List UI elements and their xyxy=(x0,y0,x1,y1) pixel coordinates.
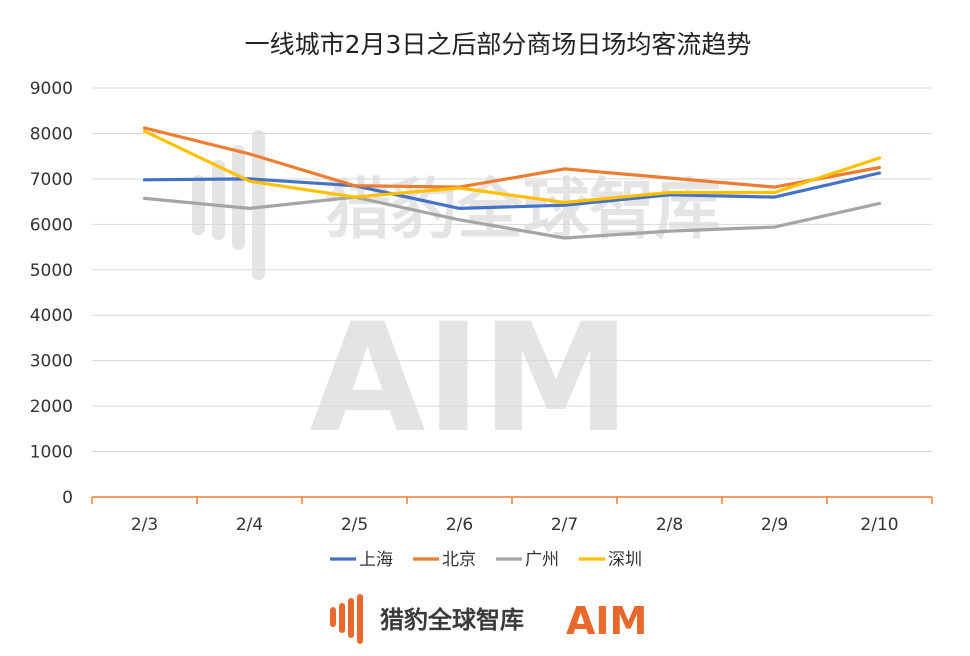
y-tick-label: 7000 xyxy=(30,170,73,190)
legend-label: 上海 xyxy=(359,550,393,570)
x-tick-label: 2/9 xyxy=(761,515,788,535)
x-tick-label: 2/5 xyxy=(341,515,368,535)
footer-logo: 猎豹全球智库 AIM xyxy=(330,594,647,644)
watermark: 猎豹全球智库 AIM xyxy=(192,130,721,466)
watermark-brand-text: 猎豹全球智库 xyxy=(325,171,721,248)
legend-label: 广州 xyxy=(525,550,559,570)
y-tick-label: 2000 xyxy=(30,397,73,417)
x-tick-label: 2/8 xyxy=(656,515,683,535)
footer-aim-text: AIM xyxy=(566,599,647,643)
y-tick-label: 5000 xyxy=(30,261,73,281)
series-lines xyxy=(142,126,882,240)
y-axis-tick-labels: 0 1000 2000 3000 4000 5000 6000 7000 8000 9000 xyxy=(30,79,73,508)
x-tick-label: 2/3 xyxy=(131,515,158,535)
legend-label: 深圳 xyxy=(608,550,642,570)
y-tick-label: 0 xyxy=(62,488,73,508)
legend-label: 北京 xyxy=(442,550,476,570)
watermark-aim-text: AIM xyxy=(309,292,630,466)
footer-brand-icon xyxy=(330,594,363,644)
legend: 上海 北京 广州 深圳 xyxy=(330,550,642,570)
y-tick-label: 6000 xyxy=(30,215,73,235)
series-line-0 xyxy=(142,171,882,210)
y-tick-label: 1000 xyxy=(30,443,73,463)
series-line-1 xyxy=(142,126,882,189)
x-tick-label: 2/7 xyxy=(551,515,578,535)
series-line-2 xyxy=(142,195,882,240)
y-tick-label: 4000 xyxy=(30,306,73,326)
gridlines xyxy=(92,87,932,453)
y-tick-label: 8000 xyxy=(30,124,73,144)
x-tick-label: 2/4 xyxy=(236,515,263,535)
y-tick-label: 9000 xyxy=(30,79,73,99)
y-tick-label: 3000 xyxy=(30,352,73,372)
series-line-3 xyxy=(142,129,882,205)
footer-brand-text: 猎豹全球智库 xyxy=(380,606,524,634)
x-tick-label: 2/10 xyxy=(860,515,898,535)
x-axis: 2/3 2/4 2/5 2/6 2/7 2/8 2/9 2/10 xyxy=(91,496,933,535)
x-tick-label: 2/6 xyxy=(446,515,473,535)
chart-title: 一线城市2月3日之后部分商场日场均客流趋势 xyxy=(245,30,752,59)
